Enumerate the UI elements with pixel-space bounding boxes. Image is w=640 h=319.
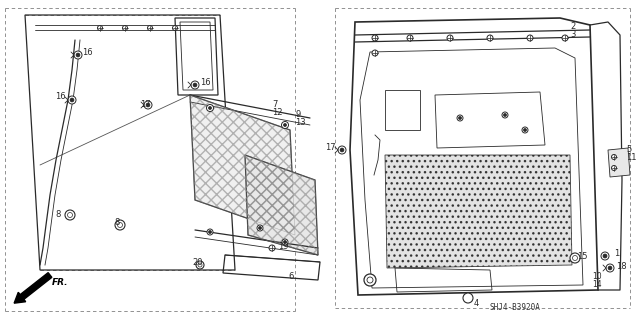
- Circle shape: [487, 35, 493, 41]
- Text: 16: 16: [200, 78, 211, 87]
- Circle shape: [606, 264, 614, 272]
- Circle shape: [458, 116, 461, 120]
- Circle shape: [601, 252, 609, 260]
- FancyArrow shape: [14, 273, 52, 303]
- Circle shape: [457, 115, 463, 121]
- Circle shape: [67, 212, 72, 218]
- Circle shape: [74, 51, 82, 59]
- Circle shape: [611, 166, 616, 170]
- Text: FR.: FR.: [52, 278, 68, 287]
- Text: 16: 16: [82, 48, 93, 57]
- Text: 1: 1: [614, 249, 620, 258]
- Text: 8: 8: [114, 218, 120, 227]
- Text: 4: 4: [474, 299, 479, 308]
- Circle shape: [284, 123, 287, 127]
- Circle shape: [207, 229, 213, 235]
- Circle shape: [269, 245, 275, 251]
- Circle shape: [209, 231, 211, 234]
- Circle shape: [147, 26, 152, 31]
- Circle shape: [367, 277, 373, 283]
- Text: 10: 10: [592, 272, 602, 281]
- Circle shape: [193, 83, 197, 87]
- Text: 18: 18: [616, 262, 627, 271]
- Circle shape: [173, 26, 177, 31]
- Circle shape: [527, 35, 533, 41]
- Text: 7: 7: [272, 100, 277, 109]
- Circle shape: [522, 127, 528, 133]
- Circle shape: [259, 226, 262, 229]
- Circle shape: [207, 105, 214, 112]
- Text: 6: 6: [288, 272, 293, 281]
- Circle shape: [524, 129, 527, 131]
- Circle shape: [65, 210, 75, 220]
- Circle shape: [144, 101, 152, 109]
- Text: 13: 13: [295, 118, 306, 127]
- Text: 11: 11: [626, 153, 637, 162]
- Circle shape: [364, 274, 376, 286]
- Circle shape: [76, 53, 80, 57]
- Circle shape: [611, 154, 616, 160]
- Circle shape: [70, 98, 74, 102]
- Circle shape: [284, 241, 287, 243]
- Text: 3: 3: [570, 30, 575, 39]
- Circle shape: [608, 266, 612, 270]
- Circle shape: [282, 122, 289, 129]
- Text: 17: 17: [140, 100, 150, 109]
- Circle shape: [562, 35, 568, 41]
- Text: 17: 17: [325, 143, 335, 152]
- Circle shape: [115, 220, 125, 230]
- Text: 15: 15: [577, 252, 588, 261]
- Circle shape: [68, 96, 76, 104]
- Circle shape: [209, 107, 211, 109]
- Circle shape: [257, 225, 263, 231]
- Text: 16: 16: [55, 92, 66, 101]
- Circle shape: [407, 35, 413, 41]
- Text: 19: 19: [278, 242, 289, 251]
- Circle shape: [573, 256, 577, 261]
- Text: 20: 20: [192, 258, 202, 267]
- Text: 2: 2: [570, 22, 575, 31]
- Circle shape: [372, 50, 378, 56]
- Circle shape: [447, 35, 453, 41]
- Circle shape: [196, 261, 204, 269]
- Circle shape: [463, 293, 473, 303]
- Circle shape: [504, 114, 506, 116]
- Circle shape: [198, 263, 202, 267]
- Circle shape: [146, 103, 150, 107]
- Circle shape: [122, 26, 127, 31]
- Polygon shape: [190, 95, 295, 235]
- Text: 12: 12: [272, 108, 282, 117]
- Circle shape: [191, 81, 199, 89]
- Circle shape: [118, 222, 122, 227]
- Text: SHJ4-B3920A: SHJ4-B3920A: [490, 303, 541, 312]
- Text: 5: 5: [626, 145, 631, 154]
- Circle shape: [372, 35, 378, 41]
- Circle shape: [97, 26, 102, 31]
- Polygon shape: [245, 155, 318, 255]
- Circle shape: [570, 253, 580, 263]
- Text: 9: 9: [295, 110, 300, 119]
- Circle shape: [338, 146, 346, 154]
- Circle shape: [603, 254, 607, 258]
- Polygon shape: [385, 155, 572, 268]
- Text: 8: 8: [55, 210, 60, 219]
- Polygon shape: [608, 148, 630, 177]
- Text: 14: 14: [592, 280, 602, 289]
- Circle shape: [282, 239, 288, 245]
- Circle shape: [340, 148, 344, 152]
- Circle shape: [502, 112, 508, 118]
